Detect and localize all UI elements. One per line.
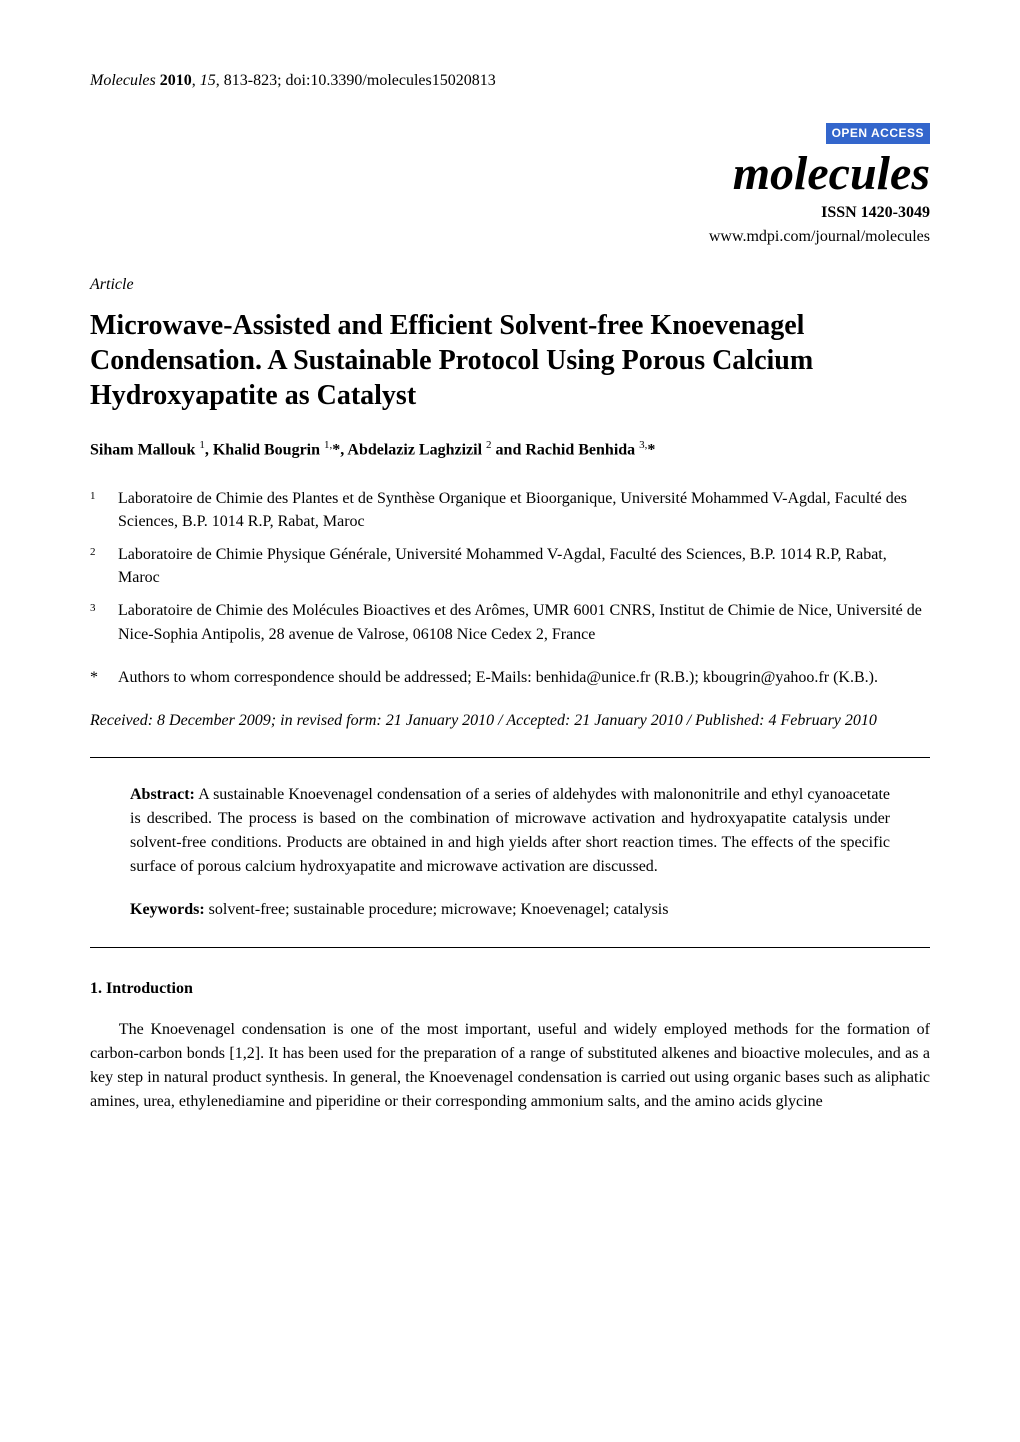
correspondence-text: Authors to whom correspondence should be… xyxy=(118,666,930,689)
affiliation-row: 1Laboratoire de Chimie des Plantes et de… xyxy=(90,487,930,533)
publication-year: 2010 xyxy=(160,72,192,89)
article-type: Article xyxy=(90,274,930,296)
journal-branding: molecules ISSN 1420-3049 www.mdpi.com/jo… xyxy=(90,150,930,249)
affiliation-text: Laboratoire de Chimie Physique Générale,… xyxy=(118,543,930,589)
authors-line: Siham Mallouk 1, Khalid Bougrin 1,*, Abd… xyxy=(90,438,930,462)
abstract: Abstract: A sustainable Knoevenagel cond… xyxy=(130,783,890,879)
affiliations-list: 1Laboratoire de Chimie des Plantes et de… xyxy=(90,487,930,646)
citation-sep-2: , xyxy=(216,72,224,89)
affiliation-row: 2Laboratoire de Chimie Physique Générale… xyxy=(90,543,930,589)
pages: 813-823 xyxy=(224,72,277,89)
affiliation-text: Laboratoire de Chimie des Plantes et de … xyxy=(118,487,930,533)
keywords-label: Keywords: xyxy=(130,901,205,918)
journal-abbrev: Molecules xyxy=(90,72,156,89)
abstract-label: Abstract: xyxy=(130,786,195,803)
correspondence-mark: * xyxy=(90,666,118,689)
open-access-block: OPEN ACCESS xyxy=(90,122,930,144)
keywords: Keywords: solvent-free; sustainable proc… xyxy=(130,899,890,921)
section-1-para-1: The Knoevenagel condensation is one of t… xyxy=(90,1018,930,1114)
citation-header: Molecules 2010, 15, 813-823; doi:10.3390… xyxy=(90,70,930,92)
affiliation-num: 3 xyxy=(90,599,118,645)
affiliation-text: Laboratoire de Chimie des Molécules Bioa… xyxy=(118,599,930,645)
journal-title: molecules xyxy=(90,150,930,198)
abstract-text: A sustainable Knoevenagel condensation o… xyxy=(130,786,890,875)
open-access-badge: OPEN ACCESS xyxy=(826,123,930,144)
abstract-block: Abstract: A sustainable Knoevenagel cond… xyxy=(90,758,930,946)
doi: doi:10.3390/molecules15020813 xyxy=(286,72,496,89)
affiliation-num: 2 xyxy=(90,543,118,589)
divider-bottom xyxy=(90,947,930,948)
section-1-heading: 1. Introduction xyxy=(90,978,930,1000)
journal-url: www.mdpi.com/journal/molecules xyxy=(90,226,930,248)
article-title: Microwave-Assisted and Efficient Solvent… xyxy=(90,308,930,413)
citation-sep-1: , xyxy=(192,72,200,89)
affiliation-row: 3Laboratoire de Chimie des Molécules Bio… xyxy=(90,599,930,645)
keywords-text: solvent-free; sustainable procedure; mic… xyxy=(209,901,669,918)
article-dates: Received: 8 December 2009; in revised fo… xyxy=(90,709,930,732)
correspondence: * Authors to whom correspondence should … xyxy=(90,666,930,689)
volume: 15 xyxy=(200,72,216,89)
citation-sep-3: ; xyxy=(277,72,285,89)
issn: ISSN 1420-3049 xyxy=(90,202,930,224)
affiliation-num: 1 xyxy=(90,487,118,533)
